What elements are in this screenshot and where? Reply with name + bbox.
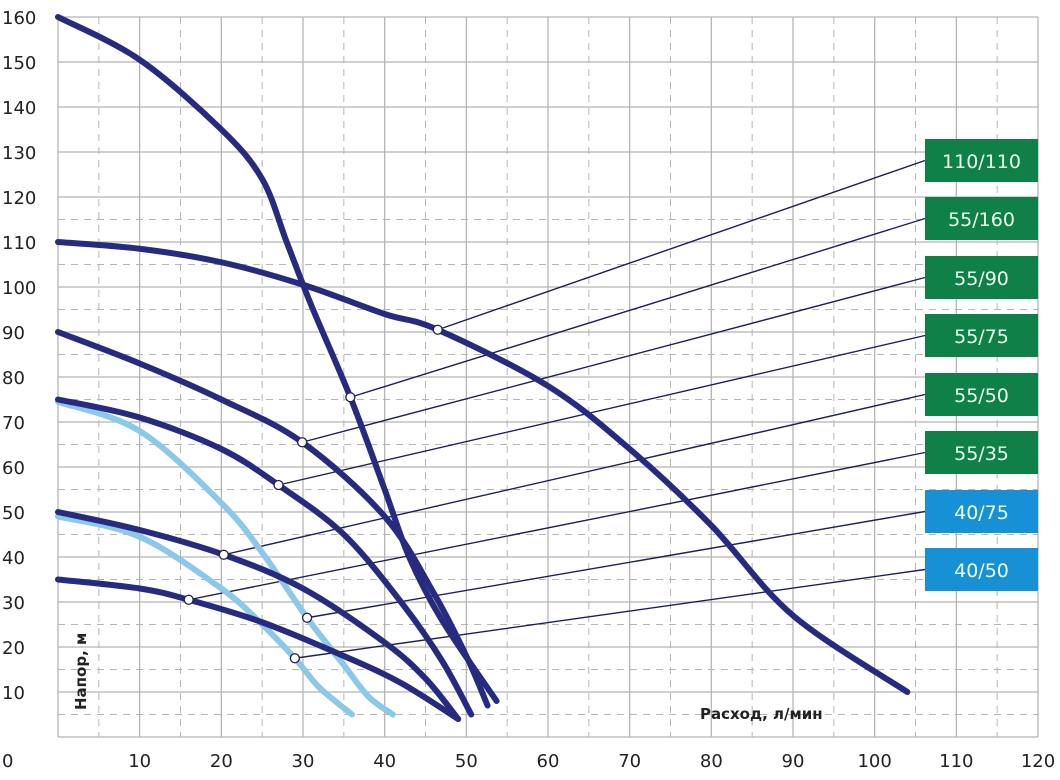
leader-line xyxy=(278,334,926,486)
y-tick-label: 90 xyxy=(2,323,25,344)
y-tick-label: 20 xyxy=(2,638,25,659)
leader-line xyxy=(437,159,926,331)
series-labels: 110/110 55/160 55/90 55/75 55/50 55/35 40/75 40… xyxy=(925,139,1038,591)
y-tick-label: 140 xyxy=(2,98,36,119)
x-tick-label: 30 xyxy=(292,751,315,772)
y-tick-label: 130 xyxy=(2,143,36,164)
tick-labels: 10 20 30 40 50 60 70 80 90 100 110 120 10 20 30 40 50 60 7… xyxy=(2,8,1055,772)
leader-line xyxy=(350,217,926,398)
marker-point xyxy=(432,324,443,335)
x-axis-label: Расход, л/мин xyxy=(700,705,823,723)
x-tick-label: 20 xyxy=(210,751,233,772)
curve-55-90 xyxy=(55,329,491,709)
y-tick-label: 120 xyxy=(2,188,36,209)
marker-point xyxy=(289,653,300,664)
curve-55-50 xyxy=(55,509,462,722)
y-tick-label: 100 xyxy=(2,278,36,299)
x-tick-label: 120 xyxy=(1021,751,1055,772)
y-tick-label: 80 xyxy=(2,368,25,389)
leader-line xyxy=(188,451,926,601)
label-box xyxy=(925,139,1038,182)
y-tick-label: 40 xyxy=(2,548,25,569)
y-tick-label: 70 xyxy=(2,413,25,434)
label-box xyxy=(925,197,1038,240)
curve-55-75 xyxy=(55,396,475,718)
curve-55-160 xyxy=(55,14,500,704)
leader-lines xyxy=(188,159,926,659)
y-tick-label: 110 xyxy=(2,233,36,254)
origin-label: 0 xyxy=(2,751,13,772)
series-label: 55/75 xyxy=(954,326,1009,348)
x-tick-label: 50 xyxy=(455,751,478,772)
marker-point xyxy=(345,392,356,403)
curve-40-75 xyxy=(55,398,396,718)
series-label: 55/35 xyxy=(954,443,1009,465)
label-box xyxy=(925,431,1038,474)
grid xyxy=(57,16,1039,738)
series-label: 55/50 xyxy=(954,385,1009,407)
x-tick-label: 10 xyxy=(128,751,151,772)
marker-point xyxy=(273,479,284,491)
x-tick-label: 100 xyxy=(857,751,891,772)
series-label: 40/50 xyxy=(954,560,1009,582)
label-box xyxy=(925,373,1038,416)
label-box xyxy=(925,314,1038,357)
y-tick-label: 10 xyxy=(2,683,25,704)
leader-line xyxy=(302,276,926,443)
x-tick-label: 40 xyxy=(373,751,396,772)
label-box xyxy=(925,548,1038,591)
marker-point xyxy=(183,594,194,605)
curve-55-35 xyxy=(55,576,462,722)
series-label: 110/110 xyxy=(942,151,1021,173)
x-tick-label: 110 xyxy=(939,751,973,772)
leader-line xyxy=(223,393,926,556)
curve-110-110 xyxy=(55,239,911,695)
label-box xyxy=(925,256,1038,299)
label-box xyxy=(925,490,1038,533)
x-tick-label: 60 xyxy=(537,751,560,772)
curves xyxy=(55,14,911,722)
y-tick-label: 160 xyxy=(2,8,36,29)
series-label: 55/90 xyxy=(954,268,1009,290)
x-tick-label: 70 xyxy=(618,751,641,772)
leader-line xyxy=(306,510,926,619)
marker-point xyxy=(297,437,308,448)
y-tick-label: 30 xyxy=(2,593,25,614)
x-tick-label: 80 xyxy=(700,751,723,772)
series-label: 40/75 xyxy=(954,502,1009,524)
y-tick-label: 60 xyxy=(2,458,25,479)
leader-line xyxy=(294,568,926,659)
marker-point xyxy=(218,549,229,560)
y-axis-label: Напор, м xyxy=(72,633,90,710)
markers xyxy=(183,324,443,664)
marker-point xyxy=(301,612,313,623)
y-tick-label: 50 xyxy=(2,503,25,524)
x-tick-label: 90 xyxy=(782,751,805,772)
y-tick-label: 150 xyxy=(2,53,36,74)
series-label: 55/160 xyxy=(948,209,1015,231)
